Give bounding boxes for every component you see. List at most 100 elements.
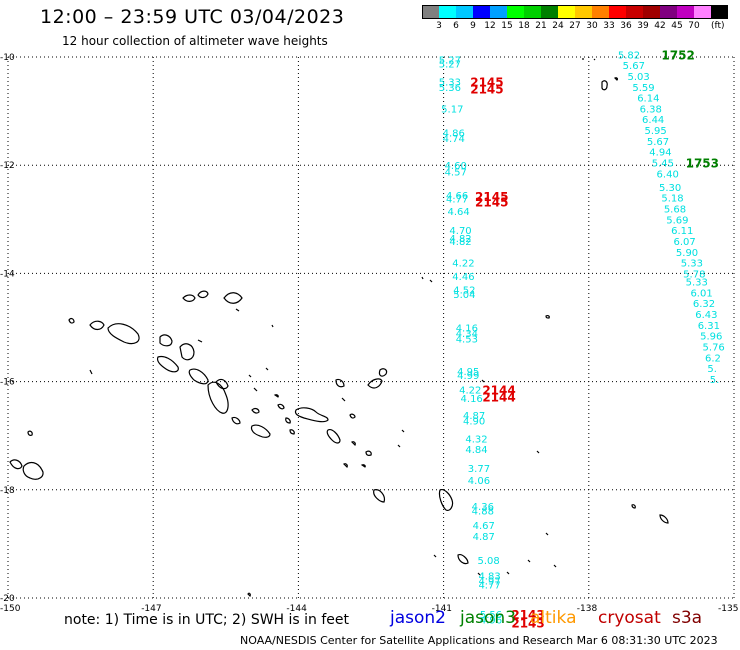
color-swatch	[711, 5, 728, 19]
color-swatch	[507, 5, 524, 19]
swh-value-label: 5.67	[623, 61, 645, 72]
map-title: 12:00 – 23:59 UTC 03/04/2023	[40, 6, 345, 28]
color-scale-label: 39	[637, 21, 649, 31]
island	[27, 430, 33, 436]
satellite-legend-jason2: jason2	[390, 608, 446, 628]
pass-time-label: 2143	[511, 616, 544, 630]
swh-value-label: 5.36	[439, 83, 461, 94]
swh-value-label: 6.01	[690, 288, 712, 299]
color-scale-label: 6	[453, 21, 459, 31]
swh-value-label: 5.33	[686, 278, 708, 289]
legend-note: note: 1) Time is in UTC; 2) SWH is in fe…	[64, 612, 350, 628]
island	[373, 489, 385, 503]
island	[429, 279, 433, 283]
color-swatch	[609, 5, 626, 19]
island	[248, 374, 252, 378]
swh-value-label: 5.27	[439, 56, 461, 67]
island	[477, 572, 481, 576]
island	[231, 416, 241, 425]
color-swatch	[660, 5, 677, 19]
island	[277, 403, 285, 410]
swh-value-label: 4.60	[445, 161, 467, 172]
swh-value-label: 4.94	[649, 148, 671, 159]
swh-value-label: 5.33	[681, 259, 703, 270]
lat-tick-label: -10	[0, 53, 15, 63]
swh-value-label: 4.06	[468, 476, 490, 487]
island	[421, 276, 424, 280]
swh-value-label: 4.82	[449, 234, 471, 245]
color-scale-label: 70	[688, 21, 700, 31]
island	[289, 429, 295, 435]
island	[107, 323, 140, 345]
swh-value-label: 4.90	[463, 417, 485, 428]
color-scale-label: 45	[671, 21, 683, 31]
lat-tick-label: -20	[0, 594, 15, 604]
pass-time-label: 2144	[482, 391, 515, 405]
swh-value-label: 4.77	[446, 195, 468, 206]
pass-time-label: 2145	[470, 75, 503, 89]
color-swatch	[524, 5, 541, 19]
color-scale-unit: (ft)	[711, 21, 725, 31]
swh-value-label: 4.53	[456, 334, 478, 345]
swh-value-label: 6.40	[657, 169, 679, 180]
island	[294, 407, 329, 423]
island	[401, 429, 405, 433]
swh-value-label: 4.66	[446, 191, 468, 202]
swh-value-label: 4.32	[465, 434, 487, 445]
island	[457, 554, 469, 565]
island	[89, 369, 93, 375]
island	[188, 368, 209, 385]
island	[68, 317, 75, 324]
island	[156, 355, 179, 373]
swh-value-label: 4.84	[465, 445, 487, 456]
swh-value-label: 5.27	[439, 59, 461, 70]
swh-value-label: 5.17	[441, 104, 463, 115]
color-scale-label: 30	[586, 21, 598, 31]
lat-tick-label: -16	[0, 378, 15, 388]
credit-line: NOAA/NESDIS Center for Satellite Applica…	[240, 634, 718, 647]
lon-tick-label: -135	[718, 604, 738, 614]
swh-value-label: 6.2	[705, 353, 721, 364]
swh-value-label: 4.67	[473, 521, 495, 532]
island	[207, 381, 229, 414]
satellite-legend-s3a: s3a	[672, 608, 703, 628]
map-subtitle: 12 hour collection of altimeter wave hei…	[62, 34, 328, 48]
island	[438, 489, 454, 511]
island	[182, 294, 196, 302]
color-scale-label: 42	[654, 21, 666, 31]
swh-value-label: 4.16	[461, 394, 483, 405]
color-scale-label: 18	[518, 21, 530, 31]
swh-value-label: 6.43	[695, 310, 717, 321]
island	[271, 324, 274, 328]
lon-tick-label: -144	[286, 604, 307, 614]
island	[613, 77, 618, 81]
pass-time-label: 1752	[661, 48, 694, 62]
pass-time-label: 2145	[470, 82, 503, 96]
swh-value-label: 4.34	[456, 329, 478, 340]
swh-value-label: 4.64	[447, 207, 469, 218]
color-scale-bar: 3 6 9 12 15 18 21 24 27 30 33 36 39 42 45 70 (ft)	[0, 0, 740, 40]
color-scale-label: 33	[603, 21, 615, 31]
satellite-legend-jason3: jason3	[460, 608, 516, 628]
pass-time-label: 2145	[475, 195, 508, 209]
swh-value-label: 5.	[710, 375, 720, 386]
color-swatch	[694, 5, 711, 19]
island	[335, 378, 345, 388]
island	[159, 334, 173, 347]
island	[179, 343, 195, 361]
swh-value-label: 4.74	[443, 134, 465, 145]
color-scale-label: 12	[484, 21, 496, 31]
island	[285, 417, 291, 424]
island	[601, 80, 608, 91]
color-swatch	[626, 5, 643, 19]
island	[365, 450, 372, 456]
swh-value-label: 5.59	[632, 83, 654, 94]
swh-value-label: 3.77	[468, 464, 490, 475]
swh-value-label: 4.88	[472, 506, 494, 517]
swh-value-label: 6.38	[640, 104, 662, 115]
island	[527, 559, 531, 563]
island	[265, 367, 269, 371]
island	[197, 339, 203, 343]
swh-value-label: 5.96	[700, 332, 722, 343]
